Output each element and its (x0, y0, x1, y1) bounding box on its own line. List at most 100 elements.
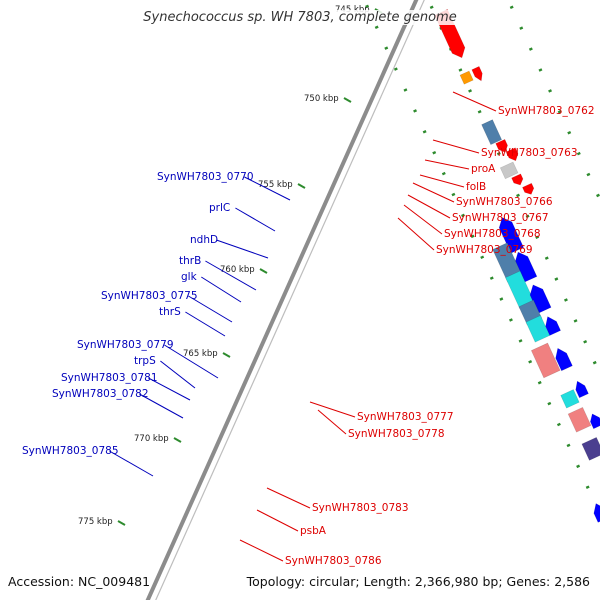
gene-label-forward: SynWH7803_0778 (348, 428, 445, 440)
guide-dot (519, 26, 524, 30)
guide-dot (499, 297, 504, 301)
gene-0768 (511, 173, 524, 186)
guide-dot (441, 171, 446, 176)
tick-label: 755 kbp (258, 180, 293, 190)
gene-label-reverse: SynWH7803_0782 (52, 388, 149, 400)
feature-ndhD-cyan-shape (505, 270, 535, 309)
tick-mark (259, 268, 268, 274)
guide-dot (596, 193, 600, 198)
guide-dot (576, 151, 581, 156)
backbone-inner-line (155, 0, 425, 600)
leader-line-forward (407, 194, 451, 219)
gene-label-reverse: glk (181, 271, 198, 283)
leader-line-reverse (185, 311, 226, 337)
gene-folB (495, 138, 508, 153)
gene-label-reverse: thrB (179, 255, 201, 267)
leader-line-forward (397, 217, 435, 251)
gene-0763-shape (471, 66, 483, 82)
accession-text: Accession: NC_009481 (8, 574, 151, 589)
gene-0769-shape (522, 182, 535, 195)
guide-dot (557, 110, 562, 114)
feature-proA-blue-shape (481, 119, 503, 146)
guide-dot (535, 235, 540, 240)
gene-label-reverse: thrS (159, 306, 181, 318)
guide-dot (586, 172, 591, 177)
leader-line-reverse (216, 239, 269, 259)
tick-label: 760 kbp (220, 265, 255, 275)
feature-trpS-cyan (560, 389, 580, 409)
gene-label-reverse: prlC (209, 202, 230, 214)
tick-label: 775 kbp (78, 517, 113, 527)
feature-0775-pink-shape (530, 342, 561, 379)
gene-label-forward: SynWH7803_0777 (357, 411, 454, 423)
tick-mark (297, 183, 306, 189)
guide-dot (451, 192, 456, 197)
gene-ndhD (514, 251, 538, 283)
gene-prlC (498, 217, 524, 254)
tick-label: 765 kbp (183, 349, 218, 359)
feature-ndhD-cyan (505, 270, 535, 309)
guide-dot (548, 89, 553, 93)
backbone-line (145, 0, 419, 600)
gene-0785 (593, 503, 600, 523)
feature-0781-pink-shape (567, 406, 592, 433)
guide-dot (585, 485, 590, 489)
gene-0766-shape (505, 147, 519, 162)
guide-dot (470, 234, 475, 239)
guide-dot (556, 422, 561, 427)
leader-line-reverse (188, 295, 233, 323)
guide-dot (422, 130, 427, 134)
guide-dot (592, 360, 597, 365)
feature-0767-shape (499, 161, 519, 180)
guide-dot (477, 110, 482, 114)
tick-mark (173, 437, 182, 443)
gene-label-reverse: SynWH7803_0775 (101, 290, 198, 302)
leader-line-forward (424, 159, 470, 170)
leader-line-reverse (164, 344, 219, 379)
gene-label-forward: SynWH7803_0783 (312, 502, 409, 514)
guide-dot (374, 25, 379, 30)
guide-dot (384, 46, 389, 50)
leader-line-forward (239, 539, 284, 562)
leader-line-reverse (235, 207, 276, 232)
gene-0763 (471, 66, 483, 82)
guide-dot (576, 464, 581, 469)
feature-0767 (499, 161, 519, 180)
guide-dot (496, 151, 501, 156)
gene-label-reverse: SynWH7803_0785 (22, 445, 119, 457)
gene-label-forward: proA (471, 163, 496, 175)
gene-folB-shape (495, 138, 508, 153)
leader-line-forward (403, 204, 443, 235)
guide-dot (489, 276, 494, 280)
guide-dot (583, 340, 588, 344)
guide-dot (461, 213, 465, 218)
gene-label-forward: SynWH7803_0768 (444, 228, 541, 240)
guide-dot (403, 88, 408, 92)
guide-dot (528, 360, 533, 364)
gene-glk-shape (545, 316, 562, 336)
guide-dot (528, 47, 533, 51)
gene-label-reverse: SynWH7803_0781 (61, 372, 158, 384)
gene-trpS (575, 380, 589, 399)
map-title: Synechococcus sp. WH 7803, complete geno… (0, 10, 600, 25)
gene-0768-shape (511, 173, 524, 186)
leader-line-reverse (205, 260, 257, 291)
gene-label-forward: SynWH7803_0767 (452, 212, 549, 224)
guide-dot (537, 380, 542, 385)
leader-line-forward (419, 174, 465, 188)
guide-dot (480, 255, 485, 260)
tick-label: 750 kbp (304, 94, 339, 104)
leader-line-forward (452, 91, 497, 112)
feature-0763-orange-shape (459, 70, 474, 85)
guide-dot (544, 256, 549, 260)
feature-proA-blue (481, 119, 503, 146)
gene-label-forward: folB (466, 181, 486, 193)
gene-prlC-shape (498, 217, 524, 254)
leader-line-forward (412, 182, 455, 203)
gene-0769 (522, 182, 535, 195)
guide-dot (518, 339, 523, 343)
gene-0766 (505, 147, 519, 162)
leader-line-forward (317, 409, 347, 435)
